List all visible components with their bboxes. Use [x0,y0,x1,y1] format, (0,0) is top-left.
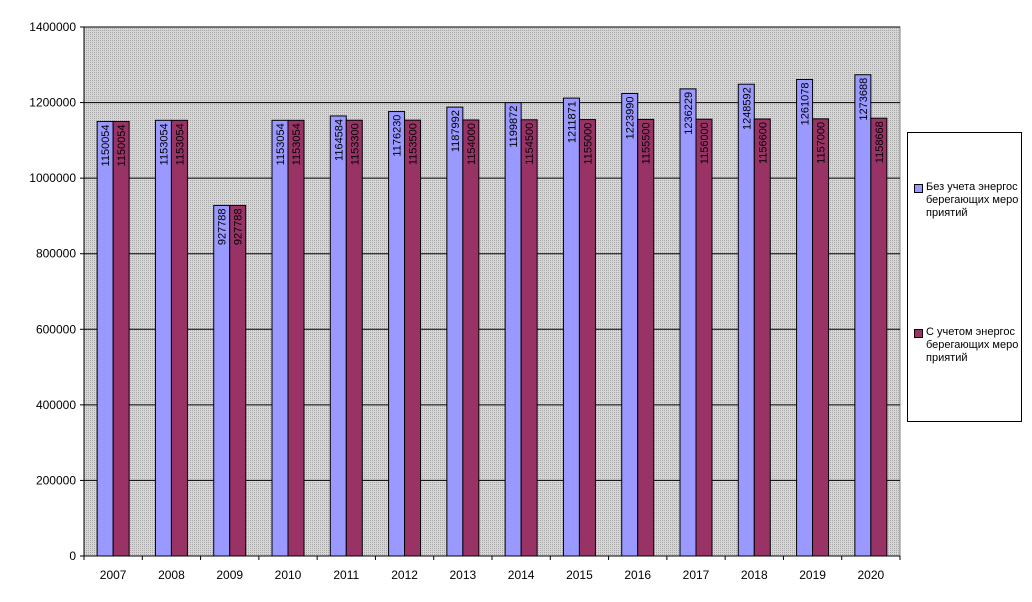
y-tick-label: 600000 [36,322,76,336]
bar-series-2 [637,118,655,557]
data-label-series-1: 1261078 [800,82,812,125]
legend-swatch-series-2 [914,329,923,338]
y-tick-label: 1200000 [29,96,76,110]
y-tick-label: 0 [69,549,76,563]
data-label-series-2: 1150054 [116,124,128,166]
legend: Без учета энергосберегающих мероприятий … [907,132,1022,422]
bar-series-1 [213,204,231,557]
data-label-series-1: 1153054 [275,123,287,165]
data-label-series-1: 1211871 [566,101,578,143]
bar-series-2 [287,119,305,557]
labels: 1150054 1150054 1153054 1153054 927788 927788… [100,78,886,245]
data-label-series-1: 927788 [217,208,229,245]
data-label-series-1: 1273688 [858,78,870,121]
bar-series-2 [229,204,247,557]
data-label-series-2: 1154500 [524,123,536,165]
bar-series-2 [753,118,771,557]
data-label-series-2: 1153054 [291,123,303,165]
data-label-series-1: 1176230 [392,115,404,157]
data-label-series-2: 1155000 [582,123,594,165]
bar-series-2 [345,119,363,557]
data-label-series-2: 1153500 [408,123,420,165]
bar-series-1 [388,111,406,557]
data-label-series-2: 1156000 [699,122,711,164]
bar-series-2 [170,119,188,557]
x-tick-label: 2008 [158,568,185,582]
bar-series-2 [112,120,130,557]
axes: 0 200000 400000 600000 800000 1000000 1200000 1… [29,20,901,582]
x-tick-label: 2012 [391,568,418,582]
data-label-series-2: 1158668 [874,121,886,163]
x-tick-label: 2020 [858,568,885,582]
bar-series-2 [870,117,888,557]
legend-label-series-1: Без учета энергосберегающих мероприятий [926,181,1019,219]
bar-series-1 [562,97,580,557]
x-tick-label: 2017 [683,568,710,582]
x-tick-label: 2010 [275,568,302,582]
data-label-series-1: 1150054 [100,124,112,166]
bar-series-1 [329,115,347,557]
data-label-series-2: 1156600 [757,122,769,164]
bar-series-2 [812,118,830,557]
bar-series-1 [737,83,755,557]
x-tick-label: 2018 [741,568,768,582]
y-tick-label: 800000 [36,247,76,261]
data-label-series-2: 1157000 [816,122,828,164]
bar-series-1 [621,93,639,557]
x-tick-label: 2007 [100,568,127,582]
plot-area [83,26,901,557]
data-label-series-2: 1153300 [349,123,361,165]
data-label-series-2: 1155500 [641,122,653,164]
x-tick-label: 2009 [216,568,243,582]
bar-series-1 [446,106,464,557]
legend-swatch-series-1 [914,184,923,193]
y-tick-label: 1000000 [29,171,76,185]
bar-series-1 [796,78,814,557]
bar-series-2 [520,119,538,557]
x-tick-label: 2011 [333,568,359,582]
x-tick-label: 2014 [508,568,535,582]
x-tick-label: 2015 [566,568,593,582]
data-label-series-1: 1153054 [158,123,170,165]
bar-series-1 [854,74,872,557]
y-tick-label: 200000 [36,473,76,487]
bar-series-1 [271,119,289,557]
data-label-series-1: 1164584 [333,119,345,161]
bar-series-1 [96,120,114,557]
bar-series-1 [679,88,697,557]
data-label-series-1: 1199872 [508,106,520,148]
y-tick-label: 400000 [36,398,76,412]
bar-series-2 [462,119,480,557]
y-tick-label: 1400000 [29,20,76,34]
data-label-series-1: 1223990 [625,97,637,140]
data-label-series-2: 1153054 [174,123,186,165]
bar-series-2 [578,119,596,557]
bars [96,74,888,557]
data-label-series-1: 1236229 [683,92,695,135]
legend-item-series-2: С учетом энергосберегающих мероприятий [914,326,1019,365]
legend-item-series-1: Без учета энергосберегающих мероприятий [914,181,1019,220]
bar-series-2 [695,118,713,557]
data-label-series-2: 1154000 [466,123,478,165]
x-tick-label: 2019 [799,568,826,582]
bar-series-2 [404,119,422,557]
x-tick-label: 2016 [624,568,651,582]
x-tick-label: 2013 [450,568,477,582]
bar-series-1 [504,102,522,557]
legend-label-series-2: С учетом энергосберегающих мероприятий [926,326,1019,364]
data-label-series-1: 1187992 [450,110,462,152]
bar-series-1 [154,119,172,557]
data-label-series-1: 1248592 [741,87,753,130]
data-label-series-2: 927788 [233,208,245,245]
